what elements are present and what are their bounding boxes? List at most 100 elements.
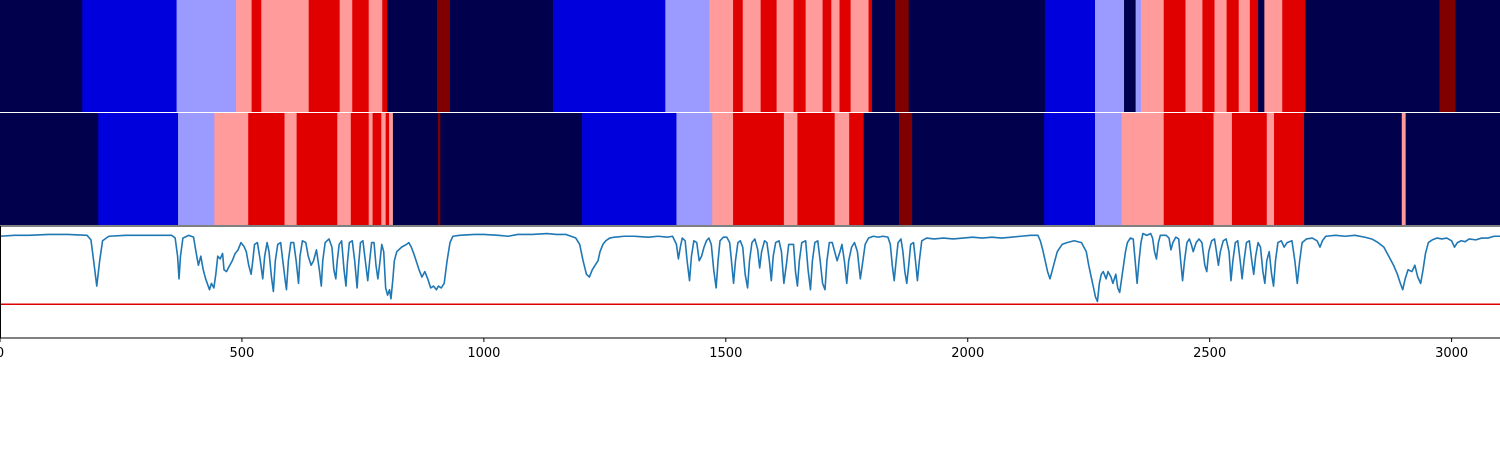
track-1-segment-4 bbox=[251, 0, 262, 112]
track-1-segment-24 bbox=[831, 0, 840, 112]
track-1-segment-3 bbox=[236, 0, 252, 112]
state-heatmap-track-1 bbox=[0, 0, 1500, 112]
signal-panel bbox=[0, 226, 1500, 338]
track-2-segment-31 bbox=[1163, 113, 1214, 225]
x-tick-label-2000: 2000 bbox=[951, 346, 984, 361]
track-2-segment-18 bbox=[676, 113, 713, 225]
track-2-segment-33 bbox=[1231, 113, 1268, 225]
track-2-segment-11 bbox=[381, 113, 386, 225]
track-1-segment-13 bbox=[450, 0, 554, 112]
track-2-segment-5 bbox=[284, 113, 297, 225]
track-1-segment-46 bbox=[1305, 0, 1440, 112]
track-1-segment-2 bbox=[176, 0, 237, 112]
track-1-segment-10 bbox=[382, 0, 388, 112]
track-1-segment-40 bbox=[1226, 0, 1240, 112]
track-2-segment-24 bbox=[849, 113, 865, 225]
track-1-segment-1 bbox=[82, 0, 177, 112]
signal-line bbox=[0, 232, 1500, 303]
track-2-segment-25 bbox=[863, 113, 900, 225]
track-1-segment-42 bbox=[1249, 0, 1259, 112]
track-2-segment-7 bbox=[337, 113, 352, 225]
track-1-segment-11 bbox=[387, 0, 438, 112]
x-tick-label-1500: 1500 bbox=[709, 346, 742, 361]
track-1-segment-17 bbox=[733, 0, 744, 112]
track-1-segment-31 bbox=[1045, 0, 1096, 112]
track-1-segment-16 bbox=[709, 0, 734, 112]
track-1-segment-25 bbox=[839, 0, 851, 112]
track-2-segment-17 bbox=[582, 113, 677, 225]
signal-panel-frame bbox=[0, 225, 1500, 339]
track-1-segment-6 bbox=[308, 0, 340, 112]
track-2-segment-29 bbox=[1095, 113, 1122, 225]
track-1-segment-35 bbox=[1140, 0, 1165, 112]
track-2-segment-32 bbox=[1213, 113, 1233, 225]
track-2-segment-13 bbox=[389, 113, 394, 225]
track-2-segment-34 bbox=[1266, 113, 1275, 225]
track-2-segment-35 bbox=[1274, 113, 1305, 225]
track-1-segment-32 bbox=[1095, 0, 1125, 112]
x-tick-label-2500: 2500 bbox=[1193, 346, 1226, 361]
track-2-segment-9 bbox=[368, 113, 373, 225]
track-2-segment-1 bbox=[98, 113, 179, 225]
track-2-segment-12 bbox=[385, 113, 390, 225]
track-2-segment-3 bbox=[214, 113, 249, 225]
track-1-segment-0 bbox=[0, 0, 83, 112]
track-1-segment-19 bbox=[760, 0, 777, 112]
x-tick-label-1000: 1000 bbox=[467, 346, 500, 361]
track-1-segment-27 bbox=[868, 0, 873, 112]
track-1-segment-20 bbox=[776, 0, 794, 112]
track-1-segment-41 bbox=[1238, 0, 1251, 112]
track-2-segment-16 bbox=[440, 113, 583, 225]
track-2-segment-37 bbox=[1401, 113, 1406, 225]
track-1-segment-23 bbox=[822, 0, 832, 112]
track-1-segment-44 bbox=[1264, 0, 1283, 112]
track-1-segment-34 bbox=[1135, 0, 1142, 112]
track-1-segment-48 bbox=[1455, 0, 1500, 112]
track-2-segment-10 bbox=[372, 113, 382, 225]
track-1-segment-30 bbox=[908, 0, 1046, 112]
track-1-segment-29 bbox=[895, 0, 910, 112]
track-1-segment-9 bbox=[368, 0, 383, 112]
track-2-segment-14 bbox=[392, 113, 439, 225]
track-2-segment-4 bbox=[248, 113, 285, 225]
track-2-segment-15 bbox=[437, 113, 441, 225]
track-2-segment-6 bbox=[296, 113, 338, 225]
signal-panel-background bbox=[0, 226, 1500, 338]
track-2-segment-27 bbox=[912, 113, 1045, 225]
track-2-segment-23 bbox=[834, 113, 850, 225]
track-1-segment-15 bbox=[665, 0, 710, 112]
track-1-segment-12 bbox=[436, 0, 451, 112]
track-1-segment-38 bbox=[1202, 0, 1215, 112]
track-1-segment-7 bbox=[339, 0, 353, 112]
track-1-segment-14 bbox=[553, 0, 666, 112]
track-2-segment-26 bbox=[899, 113, 913, 225]
track-2-segment-19 bbox=[712, 113, 734, 225]
track-2-segment-38 bbox=[1405, 113, 1500, 225]
x-tick-label-0: 0 bbox=[0, 346, 4, 361]
track-1-segment-22 bbox=[805, 0, 823, 112]
track-1-segment-33 bbox=[1124, 0, 1136, 112]
track-1-segment-39 bbox=[1214, 0, 1227, 112]
track-2-segment-28 bbox=[1044, 113, 1096, 225]
track-1-segment-37 bbox=[1185, 0, 1203, 112]
track-1-segment-26 bbox=[850, 0, 869, 112]
track-1-segment-28 bbox=[871, 0, 896, 112]
track-1-segment-36 bbox=[1163, 0, 1186, 112]
track-1-segment-18 bbox=[742, 0, 761, 112]
x-tick-label-3000: 3000 bbox=[1435, 346, 1468, 361]
track-2-segment-30 bbox=[1121, 113, 1165, 225]
track-1-segment-21 bbox=[793, 0, 806, 112]
track-2-segment-36 bbox=[1304, 113, 1403, 225]
track-2-segment-0 bbox=[0, 113, 99, 225]
track-1-segment-45 bbox=[1282, 0, 1306, 112]
x-tick-label-500: 500 bbox=[230, 346, 255, 361]
track-1-segment-47 bbox=[1439, 0, 1456, 112]
x-axis: 0 500 1000 1500 2000 2500 3000 bbox=[0, 338, 1468, 361]
track-1-segment-5 bbox=[261, 0, 310, 112]
track-1-segment-43 bbox=[1258, 0, 1265, 112]
track-2-segment-21 bbox=[783, 113, 798, 225]
track-2-segment-22 bbox=[797, 113, 835, 225]
track-1-segment-8 bbox=[352, 0, 370, 112]
track-2-segment-20 bbox=[733, 113, 785, 225]
